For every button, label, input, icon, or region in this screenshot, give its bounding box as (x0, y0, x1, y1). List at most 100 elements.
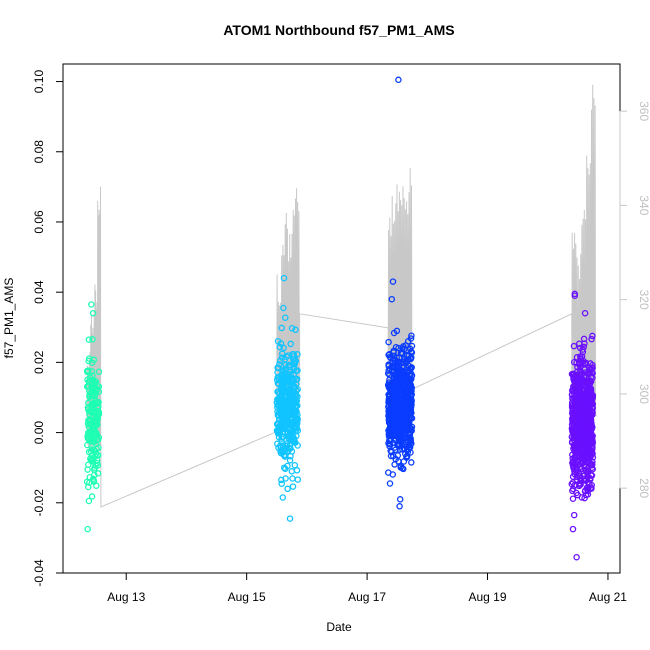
data-point (94, 470, 102, 477)
data-point (294, 476, 302, 483)
data-point (284, 371, 291, 379)
data-point (573, 383, 581, 390)
data-point (274, 337, 282, 345)
data-point (388, 295, 396, 303)
data-point (85, 383, 92, 390)
y-tick-label: 0.02 (32, 350, 46, 374)
data-point (569, 495, 577, 502)
data-point (88, 359, 96, 366)
data-point (569, 487, 576, 495)
data-point (388, 427, 396, 435)
x-tick-label: Aug 15 (228, 590, 266, 604)
data-point (385, 407, 392, 415)
y2-tick-label: 320 (637, 290, 650, 310)
data-point (588, 436, 596, 444)
data-point (85, 367, 92, 374)
data-point (273, 376, 281, 384)
data-point (280, 344, 287, 352)
data-point (288, 468, 296, 475)
data-point (91, 410, 99, 417)
data-point (389, 359, 396, 367)
data-point (576, 416, 584, 423)
data-point (576, 359, 583, 367)
data-point (278, 448, 285, 456)
data-point (293, 392, 300, 399)
data-point (404, 448, 412, 456)
data-point (88, 301, 95, 308)
data-point (280, 304, 287, 312)
right-axis-line (86, 84, 597, 508)
data-point (283, 413, 290, 421)
data-point (401, 357, 409, 365)
data-point (570, 414, 577, 421)
data-point (95, 368, 103, 376)
y-tick-label: -0.02 (32, 489, 46, 517)
data-point (282, 475, 289, 482)
data-point (577, 356, 584, 363)
data-point (387, 452, 395, 460)
data-point (395, 458, 402, 465)
data-point (577, 424, 584, 431)
data-point (293, 467, 301, 474)
data-point (88, 493, 96, 500)
data-point (275, 444, 282, 452)
y2-series-line (86, 84, 597, 508)
data-point (589, 361, 596, 369)
data-point (400, 385, 408, 392)
data-point (576, 344, 584, 352)
data-point (89, 392, 96, 400)
data-point (286, 433, 294, 440)
data-point (279, 383, 287, 391)
data-point (394, 424, 402, 431)
data-point (570, 371, 578, 379)
data-point (578, 386, 585, 393)
data-point (408, 332, 415, 339)
data-point (384, 370, 392, 377)
data-point (87, 455, 94, 462)
data-point (274, 427, 281, 435)
data-point (407, 405, 415, 413)
data-point (284, 485, 291, 493)
data-point (294, 411, 301, 419)
data-point (91, 432, 99, 440)
data-point (85, 355, 93, 362)
data-point (575, 405, 583, 413)
data-point (292, 326, 299, 334)
y-tick-label: 0.04 (32, 280, 46, 304)
data-point (280, 274, 288, 282)
data-point (274, 411, 282, 419)
data-point (396, 503, 403, 510)
data-point (385, 367, 392, 374)
data-point (407, 425, 415, 432)
data-point (572, 442, 580, 450)
data-point (86, 473, 94, 481)
data-point (286, 361, 293, 369)
data-point (278, 480, 285, 487)
y-tick-label: 0.08 (32, 140, 46, 164)
y-tick-label: 0.10 (32, 70, 46, 94)
data-point (408, 459, 415, 466)
data-point (586, 380, 594, 387)
data-point (402, 424, 409, 432)
data-point (386, 353, 394, 361)
data-point (385, 338, 392, 346)
data-point (569, 525, 577, 533)
data-point (284, 462, 291, 470)
data-point (290, 411, 298, 418)
data-point (280, 368, 287, 375)
data-point (93, 482, 100, 489)
data-point (290, 353, 298, 360)
scatter-points (83, 76, 597, 561)
data-point (393, 363, 400, 370)
series-aug-17 (384, 76, 416, 510)
data-point (90, 427, 98, 434)
data-point (587, 416, 594, 424)
data-point (289, 426, 296, 434)
data-point (571, 292, 579, 299)
data-point (286, 515, 294, 522)
data-point (85, 497, 93, 505)
data-point (587, 369, 594, 377)
data-point (92, 417, 100, 424)
plot-frame (62, 63, 621, 574)
data-point (586, 429, 593, 437)
